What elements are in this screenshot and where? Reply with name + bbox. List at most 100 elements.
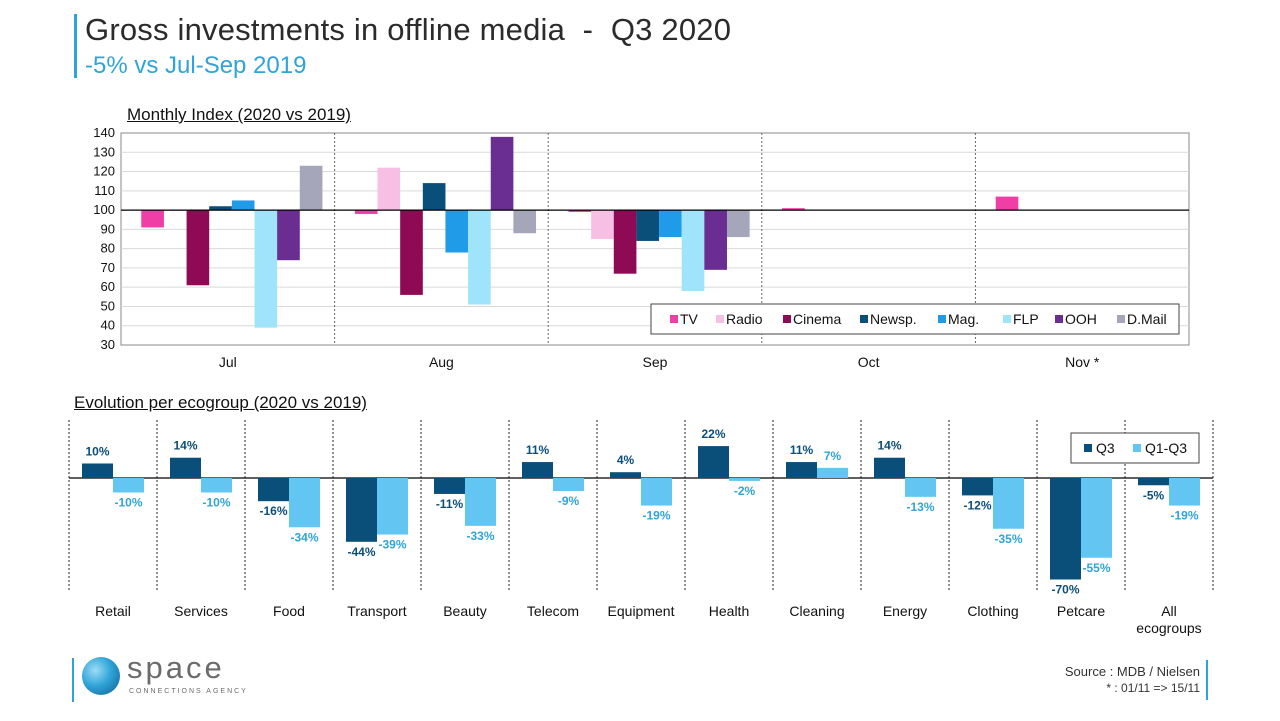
- source-text: Source : MDB / Nielsen: [1064, 664, 1200, 679]
- eco-category-label: Transport: [347, 603, 407, 619]
- eco-bar-q3: [346, 478, 377, 542]
- legend-label: D.Mail: [1127, 311, 1167, 327]
- eco-bar-q3: [786, 462, 817, 478]
- bar-ooh: [490, 136, 514, 211]
- bar-tv: [568, 210, 592, 213]
- eco-bar-q3: [610, 472, 641, 478]
- legend-swatch: [1003, 315, 1011, 323]
- bar-dmail: [726, 210, 750, 238]
- bar-cinema: [186, 210, 210, 286]
- eco-bar-q3: [698, 446, 729, 478]
- ecogroup-chart-title: Evolution per ecogroup (2020 vs 2019): [74, 393, 367, 412]
- legend-swatch: [783, 315, 791, 323]
- eco-data-label: -35%: [994, 532, 1022, 546]
- bar-tv: [782, 208, 805, 211]
- eco-data-label: -70%: [1051, 583, 1079, 597]
- bar-radio: [377, 167, 401, 211]
- eco-bar-q3: [874, 457, 905, 478]
- eco-bar-q3: [170, 457, 201, 478]
- x-tick-label: Oct: [858, 354, 880, 370]
- eco-category-label: Energy: [883, 603, 927, 619]
- y-tick-label: 60: [101, 279, 115, 294]
- bar-mag: [659, 210, 682, 238]
- eco-data-label: -34%: [290, 530, 318, 544]
- eco-category-label: Services: [174, 603, 228, 619]
- x-tick-label: Nov *: [1065, 354, 1100, 370]
- eco-bar-q1q3: [817, 467, 848, 478]
- eco-data-label: 11%: [790, 443, 814, 457]
- eco-bar-q1q3: [1081, 478, 1112, 558]
- y-tick-label: 80: [101, 241, 115, 256]
- legend-swatch: [1055, 315, 1063, 323]
- eco-bar-q1q3: [113, 478, 144, 493]
- eco-data-label: -44%: [347, 545, 375, 559]
- y-tick-label: 130: [93, 144, 115, 159]
- eco-legend-label: Q3: [1096, 440, 1115, 456]
- eco-bar-q1q3: [553, 478, 584, 492]
- eco-bar-q1q3: [465, 478, 496, 526]
- eco-category-label: Telecom: [527, 603, 579, 619]
- legend-swatch: [938, 315, 946, 323]
- eco-data-label: -55%: [1082, 561, 1110, 575]
- y-tick-label: 90: [101, 221, 115, 236]
- eco-data-label: -19%: [642, 509, 670, 523]
- bar-dmail: [299, 165, 323, 211]
- eco-data-label: -12%: [963, 498, 991, 512]
- legend-swatch: [716, 315, 724, 323]
- bar-newsp: [422, 183, 446, 211]
- eco-category-label: Clothing: [967, 603, 1018, 619]
- legend-swatch: [860, 315, 868, 323]
- title-accent-bar: [74, 14, 77, 78]
- legend-label: Mag.: [948, 311, 979, 327]
- page-title: Gross investments in offline media - Q3 …: [85, 12, 732, 47]
- y-tick-label: 30: [101, 337, 115, 352]
- eco-bar-q1q3: [905, 478, 936, 497]
- eco-data-label: 7%: [824, 449, 842, 463]
- eco-bar-q1q3: [1169, 478, 1200, 506]
- bar-mag: [445, 210, 469, 253]
- x-tick-label: Jul: [219, 354, 237, 370]
- eco-data-label: -11%: [436, 497, 464, 511]
- x-tick-label: Sep: [643, 354, 668, 370]
- bar-tv: [141, 210, 164, 228]
- eco-data-label: 10%: [85, 445, 109, 459]
- eco-bar-q1q3: [641, 478, 672, 506]
- bar-ooh: [277, 210, 300, 261]
- eco-category-label: Petcare: [1057, 603, 1105, 619]
- eco-category-label: All: [1161, 603, 1177, 619]
- eco-data-label: -5%: [1143, 488, 1165, 502]
- eco-bar-q1q3: [729, 478, 760, 481]
- eco-data-label: -2%: [734, 484, 756, 498]
- eco-bar-q3: [258, 478, 289, 502]
- eco-category-label: Retail: [95, 603, 131, 619]
- y-tick-label: 70: [101, 260, 115, 275]
- eco-bar-q3: [434, 478, 465, 494]
- bar-newsp: [636, 210, 660, 241]
- eco-bar-q3: [962, 478, 993, 496]
- y-tick-label: 110: [94, 183, 115, 198]
- logo-wordmark: space: [127, 650, 225, 685]
- bar-newsp: [209, 206, 232, 211]
- eco-data-label: -33%: [466, 529, 494, 543]
- page-subtitle: -5% vs Jul-Sep 2019: [85, 52, 307, 79]
- bar-flp: [468, 210, 491, 305]
- bar-mag: [231, 200, 255, 211]
- bar-radio: [591, 210, 614, 239]
- bar-cinema: [613, 210, 637, 274]
- eco-bar-q1q3: [201, 478, 232, 493]
- legend-label: Cinema: [793, 311, 841, 327]
- eco-category-label: Cleaning: [789, 603, 844, 619]
- eco-bar-q1q3: [993, 478, 1024, 529]
- logo-accent-bar: [72, 658, 74, 702]
- y-tick-label: 100: [93, 202, 115, 217]
- bar-tv: [995, 196, 1019, 211]
- eco-data-label: -39%: [378, 538, 406, 552]
- eco-data-label: 14%: [173, 439, 197, 453]
- eco-legend-label: Q1-Q3: [1145, 440, 1187, 456]
- eco-bar-q3: [522, 462, 553, 478]
- eco-bar-q3: [1050, 478, 1081, 580]
- y-tick-label: 50: [101, 298, 115, 313]
- eco-data-label: -13%: [906, 500, 934, 514]
- footnote-text: * : 01/11 => 15/11: [1106, 681, 1200, 695]
